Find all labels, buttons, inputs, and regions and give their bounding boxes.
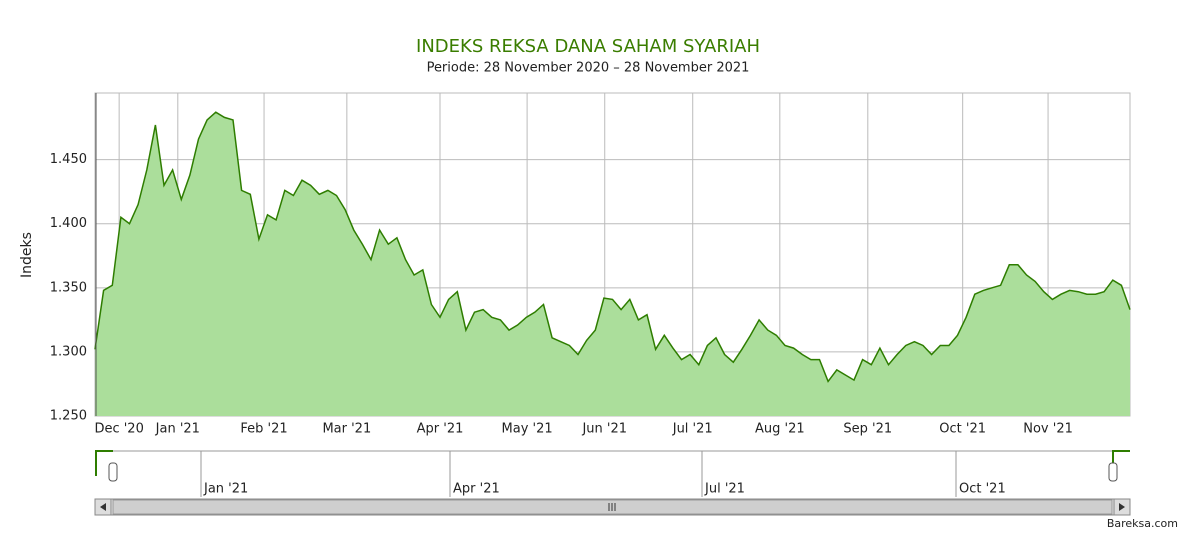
y-tick-label: 1.350 [50, 280, 87, 295]
plot-area [94, 92, 1131, 417]
navigator-label: Apr '21 [453, 482, 500, 497]
credit: Bareksa.com [1107, 517, 1178, 530]
arrow-left [100, 503, 106, 511]
scrollbar-grip [608, 503, 616, 511]
y-tick-label: 1.250 [50, 409, 87, 424]
x-tick-label: Aug '21 [755, 422, 805, 437]
navigator-label: Oct '21 [959, 482, 1006, 497]
y-axis-label: Indeks [19, 232, 35, 278]
x-tick-label: Mar '21 [322, 422, 371, 437]
area-fill [95, 112, 1130, 416]
x-tick-label: Oct '21 [939, 422, 986, 437]
navigator-label: Jan '21 [203, 482, 248, 497]
chart-subtitle: Periode: 28 November 2020 – 28 November … [427, 61, 750, 76]
x-tick-label: Dec '20 [94, 422, 143, 437]
navigator-range [95, 450, 1130, 476]
arrow-right [1119, 503, 1125, 511]
x-tick-label: Jul '21 [672, 422, 713, 437]
y-tick-label: 1.300 [50, 344, 87, 359]
navigator-handle[interactable] [108, 462, 118, 482]
line [94, 111, 1131, 383]
x-tick-label: Sep '21 [843, 422, 892, 437]
navigator-handle[interactable] [1108, 462, 1118, 482]
chart-title: INDEKS REKSA DANA SAHAM SYARIAH [416, 36, 760, 57]
navigator [94, 450, 1131, 516]
x-tick-label: Nov '21 [1023, 422, 1073, 437]
navigator-label: Jul '21 [704, 482, 745, 497]
y-tick-label: 1.400 [50, 216, 87, 231]
x-tick-label: May '21 [502, 422, 553, 437]
x-tick-label: Apr '21 [417, 422, 464, 437]
x-tick-label: Feb '21 [240, 422, 287, 437]
x-tick-label: Jun '21 [581, 422, 627, 437]
x-tick-label: Jan '21 [155, 422, 200, 437]
y-tick-label: 1.450 [50, 152, 87, 167]
